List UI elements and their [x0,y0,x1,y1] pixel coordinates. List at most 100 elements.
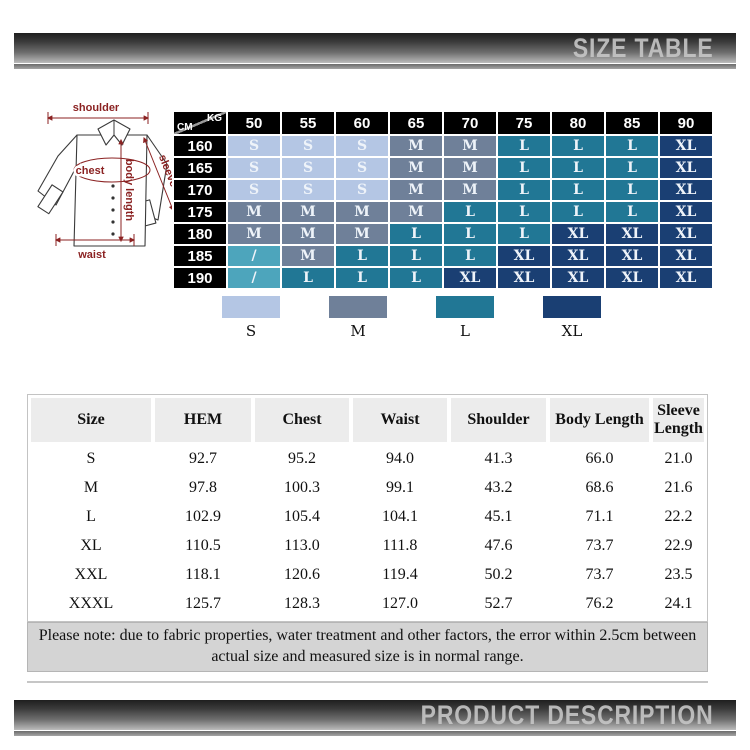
size-cell: M [228,202,280,222]
size-cell: M [282,224,334,244]
measure-value-cell: 104.1 [382,507,418,525]
size-cell: M [390,180,442,200]
matrix-row: 160 S S S M M L L L XL [174,136,712,156]
measure-value-cell: 100.3 [284,478,320,496]
size-cell: L [552,136,604,156]
size-cell: XL [498,268,550,288]
measure-body: S 92.7 95.2 94.0 41.3 66.0 21.0 M 97.8 100.3 99.1 4… [31,444,704,618]
measure-header-cell: Sleeve Length [653,398,704,442]
size-table-bar-gradient: SIZE TABLE [14,33,736,63]
size-cell: S [336,136,388,156]
size-cell: M [444,136,496,156]
measure-value-cell: 125.7 [185,594,221,612]
matrix-row: 180 M M M L L L XL XL XL [174,224,712,244]
height-label-cell: 170 [174,180,226,200]
size-cell: XL [606,268,658,288]
measure-header-cell: HEM [155,398,251,442]
measure-value-cell: 127.0 [382,594,418,612]
note-text: Please note: due to fabric properties, w… [27,622,708,672]
size-matrix-table: KG CM 50 55 60 65 70 75 80 85 90 160 S S S M M L L L XL 16… [172,110,714,290]
size-cell: L [498,224,550,244]
size-cell: XL [552,224,604,244]
matrix-body: 160 S S S M M L L L XL 165 S S S M M L L L XL 170 S S S M M L L L XL 1… [174,136,712,288]
measure-value-cell: 99.1 [386,478,414,496]
weight-header-cell: 80 [552,112,604,134]
size-cell: / [228,246,280,266]
matrix-corner-cell: KG CM [174,112,226,134]
measure-size-cell: XL [80,536,102,554]
weight-header-cell: 60 [336,112,388,134]
size-cell: XL [660,158,712,178]
waist-label: waist [77,249,106,261]
legend-item: L [436,296,494,340]
measure-size-cell: L [86,507,96,525]
measure-value-cell: 50.2 [484,565,513,583]
measure-size-cell: XXL [74,565,108,583]
size-table-title: SIZE TABLE [573,32,714,63]
measure-value-cell: 118.1 [185,565,221,583]
divider-line [27,680,708,683]
measure-value-cell: 21.0 [664,449,693,467]
size-cell: S [228,136,280,156]
size-cell: M [444,158,496,178]
measure-value-cell: 120.6 [284,565,320,583]
measure-size-cell: XXXL [68,594,114,612]
matrix-row: 170 S S S M M L L L XL [174,180,712,200]
height-label-cell: 165 [174,158,226,178]
matrix-header-row: KG CM 50 55 60 65 70 75 80 85 90 [174,112,712,134]
size-cell: / [228,268,280,288]
legend-label: S [245,322,257,340]
size-cell: XL [660,136,712,156]
size-cell: S [228,180,280,200]
product-description-bar: PRODUCT DESCRIPTION [14,700,736,736]
measure-value-cell: 94.0 [386,449,414,467]
legend-item: XL [543,296,601,340]
size-cell: XL [660,202,712,222]
size-cell: L [552,180,604,200]
size-cell: L [444,246,496,266]
measure-value-cell: 47.6 [484,536,513,554]
shirt-measurement-diagram: shoulder chest body length sleeve waist [37,102,180,261]
legend-swatch [436,296,494,318]
measure-size-cell: M [83,478,99,496]
product-description-bar-strip [14,731,736,736]
height-label-cell: 160 [174,136,226,156]
measure-value-cell: 113.0 [284,536,320,554]
shirt-buttons [111,184,115,236]
measure-value-cell: 24.1 [664,594,693,612]
size-cell: M [390,158,442,178]
legend-label: L [460,322,470,340]
measure-value-cell: 43.2 [484,478,513,496]
height-label-cell: 190 [174,268,226,288]
measure-value-cell: 41.3 [484,449,513,467]
legend-item: M [329,296,387,340]
size-cell: XL [660,224,712,244]
size-table-bar-strip [14,64,736,69]
size-cell: L [498,180,550,200]
size-cell: M [336,224,388,244]
size-cell: L [282,268,334,288]
size-cell: L [336,268,388,288]
size-cell: M [282,202,334,222]
measure-value-cell: 97.8 [189,478,217,496]
product-description-bar-gradient: PRODUCT DESCRIPTION [14,700,736,730]
shoulder-label: shoulder [73,102,120,114]
measure-size-cell: S [86,449,96,467]
size-cell: L [444,224,496,244]
size-cell: L [390,246,442,266]
measure-value-cell: 52.7 [484,594,513,612]
size-cell: XL [660,268,712,288]
measurements-section: Size HEM Chest Waist Shoulder Body Length Slee… [27,394,708,683]
measure-value-cell: 92.7 [189,449,217,467]
size-cell: S [282,180,334,200]
size-cell: XL [552,246,604,266]
measure-value-cell: 45.1 [484,507,513,525]
legend-item: S [222,296,280,340]
size-cell: L [606,158,658,178]
measure-value-cell: 21.6 [664,478,693,496]
size-cell: L [498,158,550,178]
measure-header: Size HEM Chest Waist Shoulder Body Length Slee… [31,398,704,442]
measure-value-cell: 95.2 [288,449,316,467]
size-cell: XL [498,246,550,266]
